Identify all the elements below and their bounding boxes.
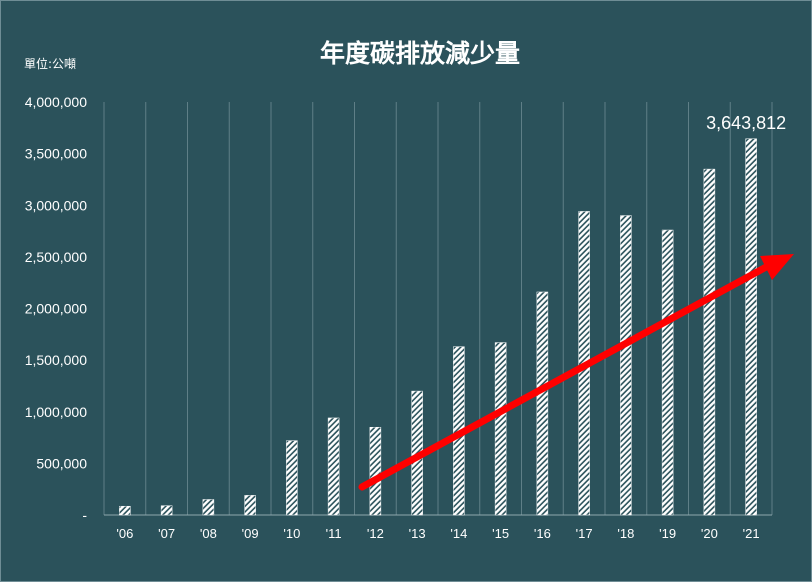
y-tick-label: 1,500,000 — [25, 352, 87, 368]
bar — [244, 495, 256, 516]
grid-lines — [103, 102, 773, 516]
x-tick-label: '07 — [158, 526, 175, 541]
x-tick-label: '17 — [576, 526, 593, 541]
arrow-shaft — [358, 262, 772, 491]
chart-title: 年度碳排放減少量 — [319, 39, 520, 68]
x-tick-label: '11 — [326, 526, 342, 541]
bar — [620, 215, 632, 516]
x-tick-label: '14 — [450, 526, 467, 541]
bar — [369, 426, 382, 516]
unit-label: 單位:公噸 — [24, 57, 77, 71]
bar — [536, 291, 549, 516]
y-tick-label: 1,000,000 — [25, 404, 87, 420]
bar — [661, 229, 674, 516]
bar — [286, 440, 298, 516]
y-tick-label: 2,000,000 — [25, 301, 87, 317]
y-tick-label: - — [82, 507, 87, 523]
bar — [160, 505, 173, 516]
x-tick-label: '16 — [534, 526, 551, 541]
bar — [119, 505, 131, 516]
y-tick-label: 500,000 — [36, 455, 87, 471]
y-tick-label: 3,000,000 — [25, 197, 87, 213]
y-tick-label: 3,500,000 — [25, 146, 87, 162]
y-axis-ticks: - 500,000 1,000,000 1,500,000 2,000,000 2,500… — [25, 94, 88, 523]
x-tick-label: '21 — [743, 526, 760, 541]
y-tick-label: 4,000,000 — [25, 94, 87, 110]
data-labels: 3,643,812 — [706, 113, 786, 133]
bar — [327, 417, 340, 516]
bar — [703, 168, 716, 516]
x-tick-label: '13 — [409, 526, 426, 541]
x-tick-label: '10 — [283, 526, 300, 541]
x-tick-label: '20 — [701, 526, 718, 541]
x-tick-label: '12 — [367, 526, 384, 541]
y-tick-label: 2,500,000 — [25, 249, 87, 265]
bar — [494, 342, 507, 516]
arrow-head — [760, 254, 794, 280]
x-tick-label: '06 — [116, 526, 133, 541]
bar — [202, 499, 215, 516]
x-tick-label: '08 — [200, 526, 217, 541]
x-tick-label: '09 — [242, 526, 259, 541]
x-tick-label: '19 — [659, 526, 676, 541]
x-tick-label: '15 — [492, 526, 509, 541]
bar — [745, 138, 757, 516]
trend-arrow — [358, 254, 794, 491]
x-tick-label: '18 — [617, 526, 634, 541]
x-axis-ticks: '06 '07 '08 '09 '10 '11 '12 '13 '14 '15 '16 '17 '18 '… — [116, 526, 759, 541]
data-label: 3,643,812 — [706, 113, 786, 133]
